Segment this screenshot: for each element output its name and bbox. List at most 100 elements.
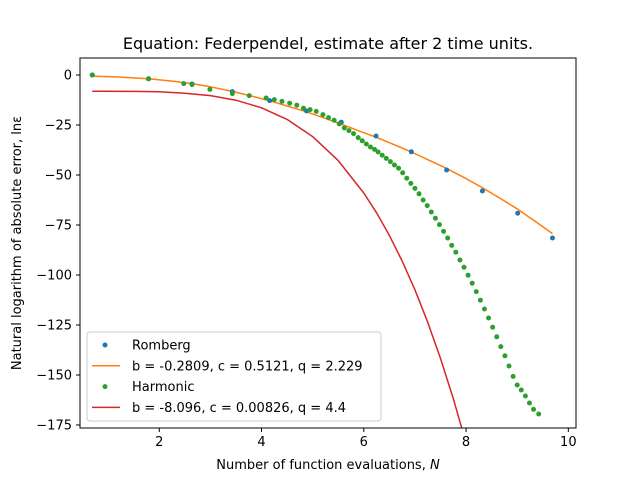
data-point [404, 175, 410, 181]
x-tick-label: 4 [257, 435, 265, 450]
data-point [313, 108, 319, 114]
data-point [294, 102, 300, 108]
data-point [510, 373, 516, 379]
data-point [457, 257, 463, 263]
data-point [444, 167, 450, 173]
data-point [207, 86, 213, 92]
data-point [246, 93, 252, 99]
data-point [506, 363, 512, 369]
x-tick-label: 10 [560, 435, 577, 450]
y-tick-label: −100 [36, 269, 72, 284]
data-point [279, 98, 285, 104]
data-point [307, 107, 313, 113]
data-point [449, 242, 455, 248]
data-point [428, 209, 434, 215]
data-point [522, 393, 528, 399]
data-point [391, 162, 397, 168]
data-point [490, 324, 496, 330]
legend-label: Romberg [132, 339, 191, 354]
data-point [469, 280, 475, 286]
data-point [515, 210, 521, 216]
data-point [363, 141, 369, 147]
plot-frame [79, 57, 577, 429]
data-point [502, 353, 508, 359]
data-point [387, 159, 393, 165]
data-point [408, 180, 414, 186]
plot-content [89, 72, 555, 428]
series-line [92, 90, 463, 428]
x-axis-title-symbol: N [430, 458, 440, 473]
x-tick-label: 6 [360, 435, 368, 450]
data-point [189, 82, 195, 88]
data-point [408, 149, 414, 155]
data-point [383, 155, 389, 161]
data-point [300, 105, 306, 111]
data-point [396, 165, 402, 171]
data-point [453, 249, 459, 255]
y-tick-label: 0 [64, 69, 72, 84]
data-point [445, 235, 451, 241]
data-point [267, 98, 273, 104]
data-point [465, 272, 471, 278]
data-point [477, 297, 483, 303]
data-point [416, 191, 422, 197]
legend-label: b = -8.096, c = 0.00826, q = 4.4 [132, 401, 346, 416]
data-point [461, 264, 467, 270]
x-axis-title: Number of function evaluations, N [216, 458, 440, 473]
y-tick-label: −25 [45, 119, 72, 134]
data-point [514, 382, 520, 388]
data-point [518, 387, 524, 393]
data-point [531, 406, 537, 412]
data-point [473, 289, 479, 295]
data-point [89, 72, 95, 78]
y-tick-label: −125 [36, 319, 72, 334]
data-point [146, 76, 152, 82]
data-point [526, 400, 532, 406]
data-point [326, 115, 332, 121]
data-point [424, 203, 430, 209]
x-tick-label: 8 [462, 435, 470, 450]
y-tick-label: −75 [45, 219, 72, 234]
data-point [372, 146, 378, 152]
data-point [494, 334, 500, 340]
data-point [379, 152, 385, 158]
data-point [367, 144, 373, 150]
y-tick-label: −50 [45, 169, 72, 184]
data-point [375, 149, 381, 155]
data-point [536, 411, 542, 417]
x-axis-title-text: Number of function evaluations, [216, 458, 430, 473]
legend-marker [102, 342, 108, 348]
data-point [355, 135, 361, 141]
data-point [271, 97, 277, 103]
data-point [436, 222, 442, 228]
legend-label: b = -0.2809, c = 0.5121, q = 2.229 [132, 359, 363, 374]
data-point [479, 188, 485, 194]
x-tick-label: 2 [155, 435, 163, 450]
data-point [346, 128, 352, 134]
chart-title: Equation: Federpendel, estimate after 2 … [123, 34, 533, 53]
data-point [400, 170, 406, 176]
legend-box [86, 331, 382, 422]
data-point [441, 228, 447, 234]
data-point [412, 185, 418, 191]
data-point [498, 344, 504, 350]
data-point [341, 125, 347, 131]
data-point [420, 197, 426, 203]
data-point [549, 235, 555, 241]
data-point [336, 121, 342, 127]
data-point [287, 100, 293, 106]
y-axis-title: Natural logarithm of absolute error, lnε [10, 116, 25, 370]
y-tick-label: −175 [36, 419, 72, 434]
legend-label: Harmonic [132, 380, 194, 395]
data-point [181, 81, 187, 87]
data-point [359, 138, 365, 144]
data-point [351, 131, 357, 137]
y-tick-label: −150 [36, 369, 72, 384]
data-point [229, 91, 235, 97]
data-point [432, 215, 438, 221]
data-point [486, 315, 492, 321]
data-point [263, 95, 269, 101]
legend-marker [102, 384, 108, 390]
axis-ticks: 2 4 6 8 10 0 −25 −50 −75 −100 −125 −150 −175 [36, 69, 576, 451]
